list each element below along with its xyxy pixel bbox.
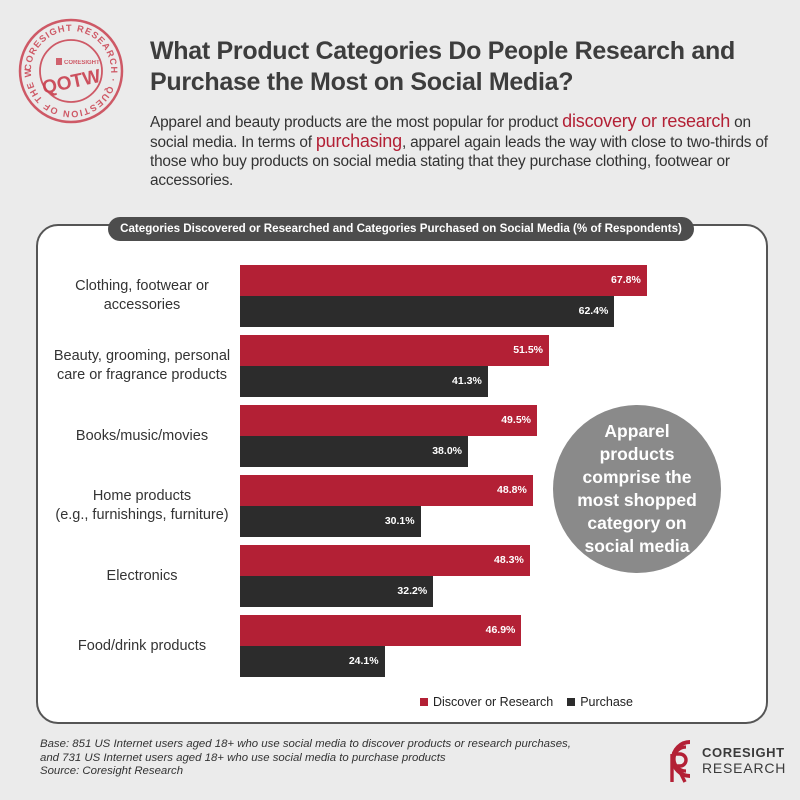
source-line-2: and 731 US Internet users aged 18+ who u…	[40, 751, 446, 764]
qotw-stamp: CORESIGHT RESEARCH · QUESTION OF THE WEE…	[16, 16, 124, 124]
source-line-3: Source: Coresight Research	[40, 765, 184, 777]
category-label-line: Books/music/movies	[75, 427, 209, 444]
bar-value-label: 30.1%	[384, 515, 415, 527]
logo-text-coresight: CORESIGHT	[702, 745, 785, 760]
bar-value-label: 51.5%	[513, 344, 543, 356]
bar-purchase: 38.0%	[240, 436, 468, 467]
bar-discover: 48.3%	[240, 545, 530, 576]
category-label: Food/drink products	[50, 637, 234, 656]
source-line-1: Base: 851 US Internet users aged 18+ who…	[40, 738, 571, 750]
bar-purchase: 32.2%	[240, 576, 434, 607]
title-line-2: Purchase the Most on Social Media?	[150, 68, 574, 96]
legend-label-purchase: Purchase	[580, 695, 633, 709]
bar-purchase: 24.1%	[240, 646, 385, 677]
category-label-line: (e.g., furnishings, furniture)	[55, 507, 229, 523]
category-label: Books/music/movies	[50, 427, 234, 446]
category-label: Home products (e.g., furnishings, furnitu…	[50, 487, 234, 525]
category-label-line: care or fragrance products	[56, 367, 228, 383]
bar-value-label: 48.8%	[497, 484, 527, 496]
bar-discover: 67.8%	[240, 265, 647, 296]
bar-discover: 48.8%	[240, 475, 533, 506]
bar-value-label: 32.2%	[397, 585, 428, 597]
category-label-line: Food/drink products	[77, 637, 207, 654]
legend-swatch-discover	[420, 698, 428, 706]
category-label: Clothing, footwear or accessories	[50, 277, 234, 315]
category-label: Electronics	[50, 567, 234, 586]
stamp-center-text: QOTW	[40, 66, 102, 99]
bar-purchase: 62.4%	[240, 296, 615, 327]
bar-purchase: 41.3%	[240, 366, 488, 397]
logo-text-research: RESEARCH	[702, 760, 787, 776]
category-label-line: Home products	[92, 488, 192, 504]
source-note: Base: 851 US Internet users aged 18+ who…	[40, 738, 640, 779]
category-label-line: accessories	[103, 297, 181, 313]
page-subtitle: Apparel and beauty products are the most…	[150, 112, 790, 190]
page-title: What Product Categories Do People Resear…	[150, 36, 770, 98]
bar-value-label: 67.8%	[611, 274, 641, 286]
category-label-line: Clothing, footwear or	[75, 278, 209, 294]
callout-circle: Apparel products comprise the most shopp…	[553, 405, 721, 573]
subtitle-part-2: on social media. In terms of	[150, 114, 751, 151]
subtitle-part-1: Apparel and beauty products are the most…	[150, 114, 563, 131]
legend-item-purchase: Purchase	[567, 695, 633, 709]
coresight-logo-mark	[670, 740, 691, 783]
bar-discover: 51.5%	[240, 335, 549, 366]
category-label-line: Electronics	[106, 567, 178, 584]
stamp-mini-brand: CORESIGHT	[64, 60, 100, 66]
title-line-1: What Product Categories Do People Resear…	[150, 37, 735, 65]
bar-discover: 46.9%	[240, 615, 522, 646]
callout-text: Apparel products comprise the most shopp…	[577, 421, 697, 556]
subtitle-highlight-purchasing: purchasing	[315, 131, 402, 151]
bar-value-label: 46.9%	[485, 624, 516, 636]
category-label-line: Beauty, grooming, personal	[53, 348, 231, 364]
legend-item-discover: Discover or Research	[420, 695, 553, 709]
subtitle-highlight-discovery: discovery or research	[562, 111, 731, 131]
bar-value-label: 24.1%	[348, 655, 379, 667]
legend-swatch-purchase	[567, 698, 576, 706]
bar-value-label: 49.5%	[501, 414, 531, 426]
bar-value-label: 41.3%	[452, 375, 482, 387]
bar-value-label: 38.0%	[432, 445, 462, 457]
bar-discover: 49.5%	[240, 405, 537, 436]
bar-value-label: 62.4%	[578, 305, 609, 317]
coresight-logo: CORESIGHT RESEARCH	[660, 736, 790, 786]
bar-value-label: 48.3%	[494, 554, 524, 566]
bar-purchase: 30.1%	[240, 506, 421, 537]
chart-legend: Discover or Research Purchase	[420, 694, 647, 710]
subtitle-part-3: , apparel again leads the way with close…	[150, 134, 768, 189]
category-label: Beauty, grooming, personal care or fragra…	[50, 347, 234, 385]
chart-title: Categories Discovered or Researched and …	[108, 217, 694, 241]
legend-label-discover: Discover or Research	[433, 695, 554, 709]
